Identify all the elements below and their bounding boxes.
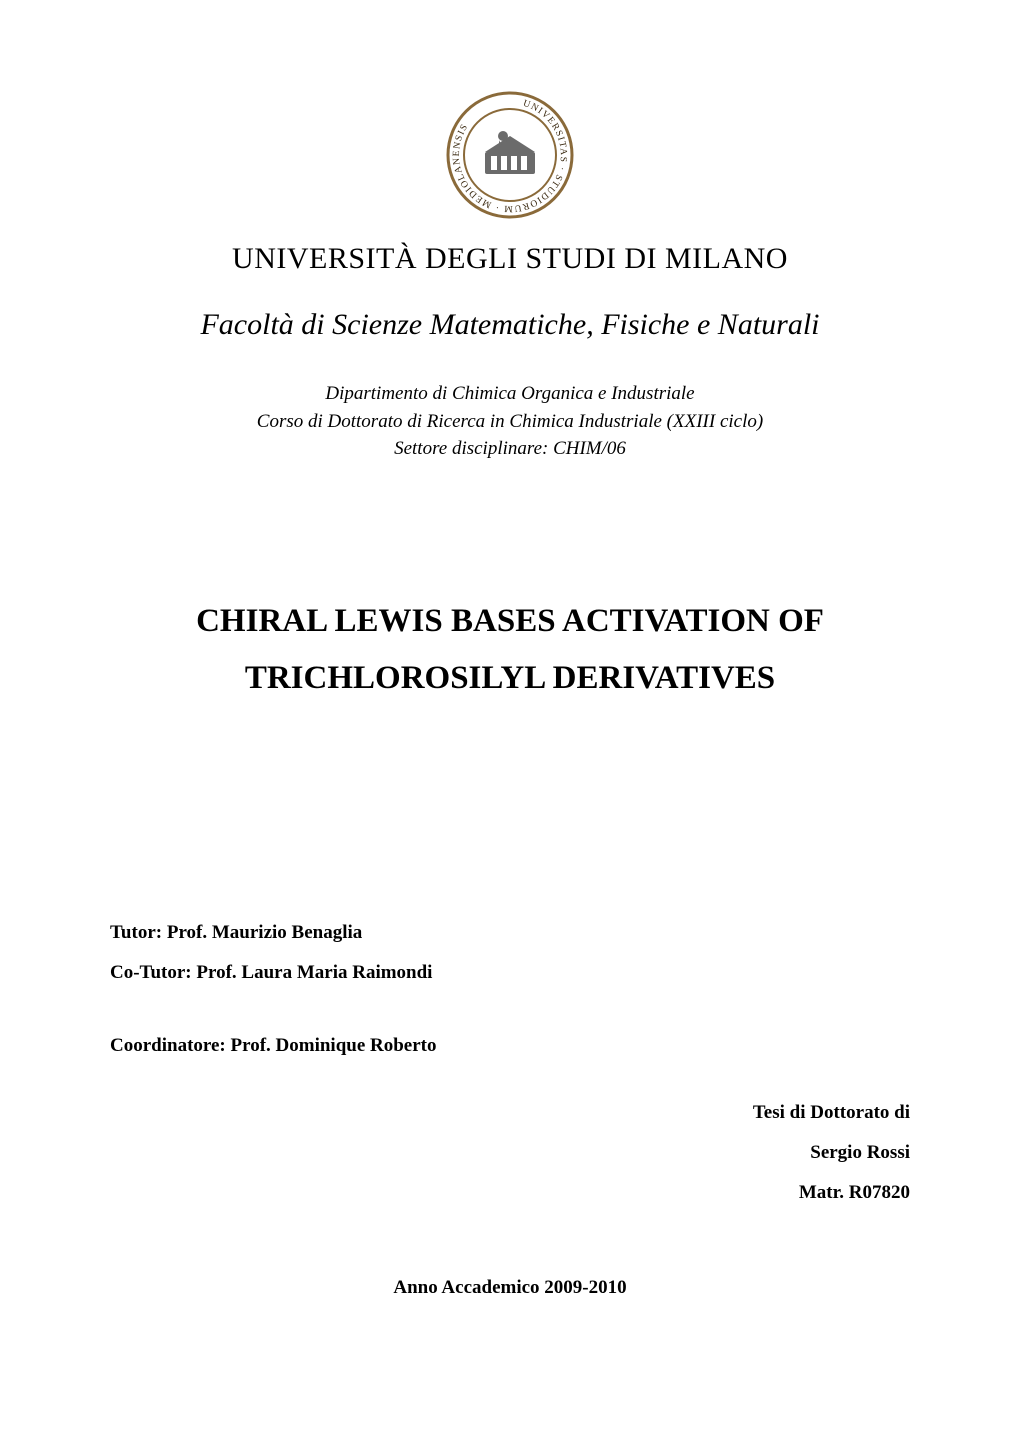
author-line-2: Sergio Rossi <box>110 1133 910 1173</box>
tutor-line: Tutor: Prof. Maurizio Benaglia <box>110 913 910 953</box>
sector-line: Settore disciplinare: CHIM/06 <box>110 435 910 463</box>
university-name: UNIVERSITÀ DEGLI STUDI DI MILANO <box>110 242 910 276</box>
university-seal-logo: UNIVERSITAS · STUDIORUM · MEDIOLANENSIS <box>445 90 575 220</box>
thesis-title: CHIRAL LEWIS BASES ACTIVATION OF TRICHLO… <box>110 593 910 709</box>
logo-container: UNIVERSITAS · STUDIORUM · MEDIOLANENSIS <box>110 90 910 220</box>
author-line-1: Tesi di Dottorato di <box>110 1093 910 1133</box>
title-line-1: CHIRAL LEWIS BASES ACTIVATION OF <box>110 593 910 651</box>
department-line: Dipartimento di Chimica Organica e Indus… <box>110 380 910 408</box>
cotutor-line: Co-Tutor: Prof. Laura Maria Raimondi <box>110 953 910 993</box>
title-line-2: TRICHLOROSILYL DERIVATIVES <box>110 650 910 708</box>
author-block: Tesi di Dottorato di Sergio Rossi Matr. … <box>110 1093 910 1213</box>
department-block: Dipartimento di Chimica Organica e Indus… <box>110 380 910 463</box>
faculty-name: Facoltà di Scienze Matematiche, Fisiche … <box>110 308 910 342</box>
tutor-block: Tutor: Prof. Maurizio Benaglia Co-Tutor:… <box>110 913 910 993</box>
academic-year: Anno Accademico 2009-2010 <box>110 1277 910 1299</box>
coordinator-line: Coordinatore: Prof. Dominique Roberto <box>110 1035 910 1057</box>
author-line-3: Matr. R07820 <box>110 1173 910 1213</box>
course-line: Corso di Dottorato di Ricerca in Chimica… <box>110 408 910 436</box>
